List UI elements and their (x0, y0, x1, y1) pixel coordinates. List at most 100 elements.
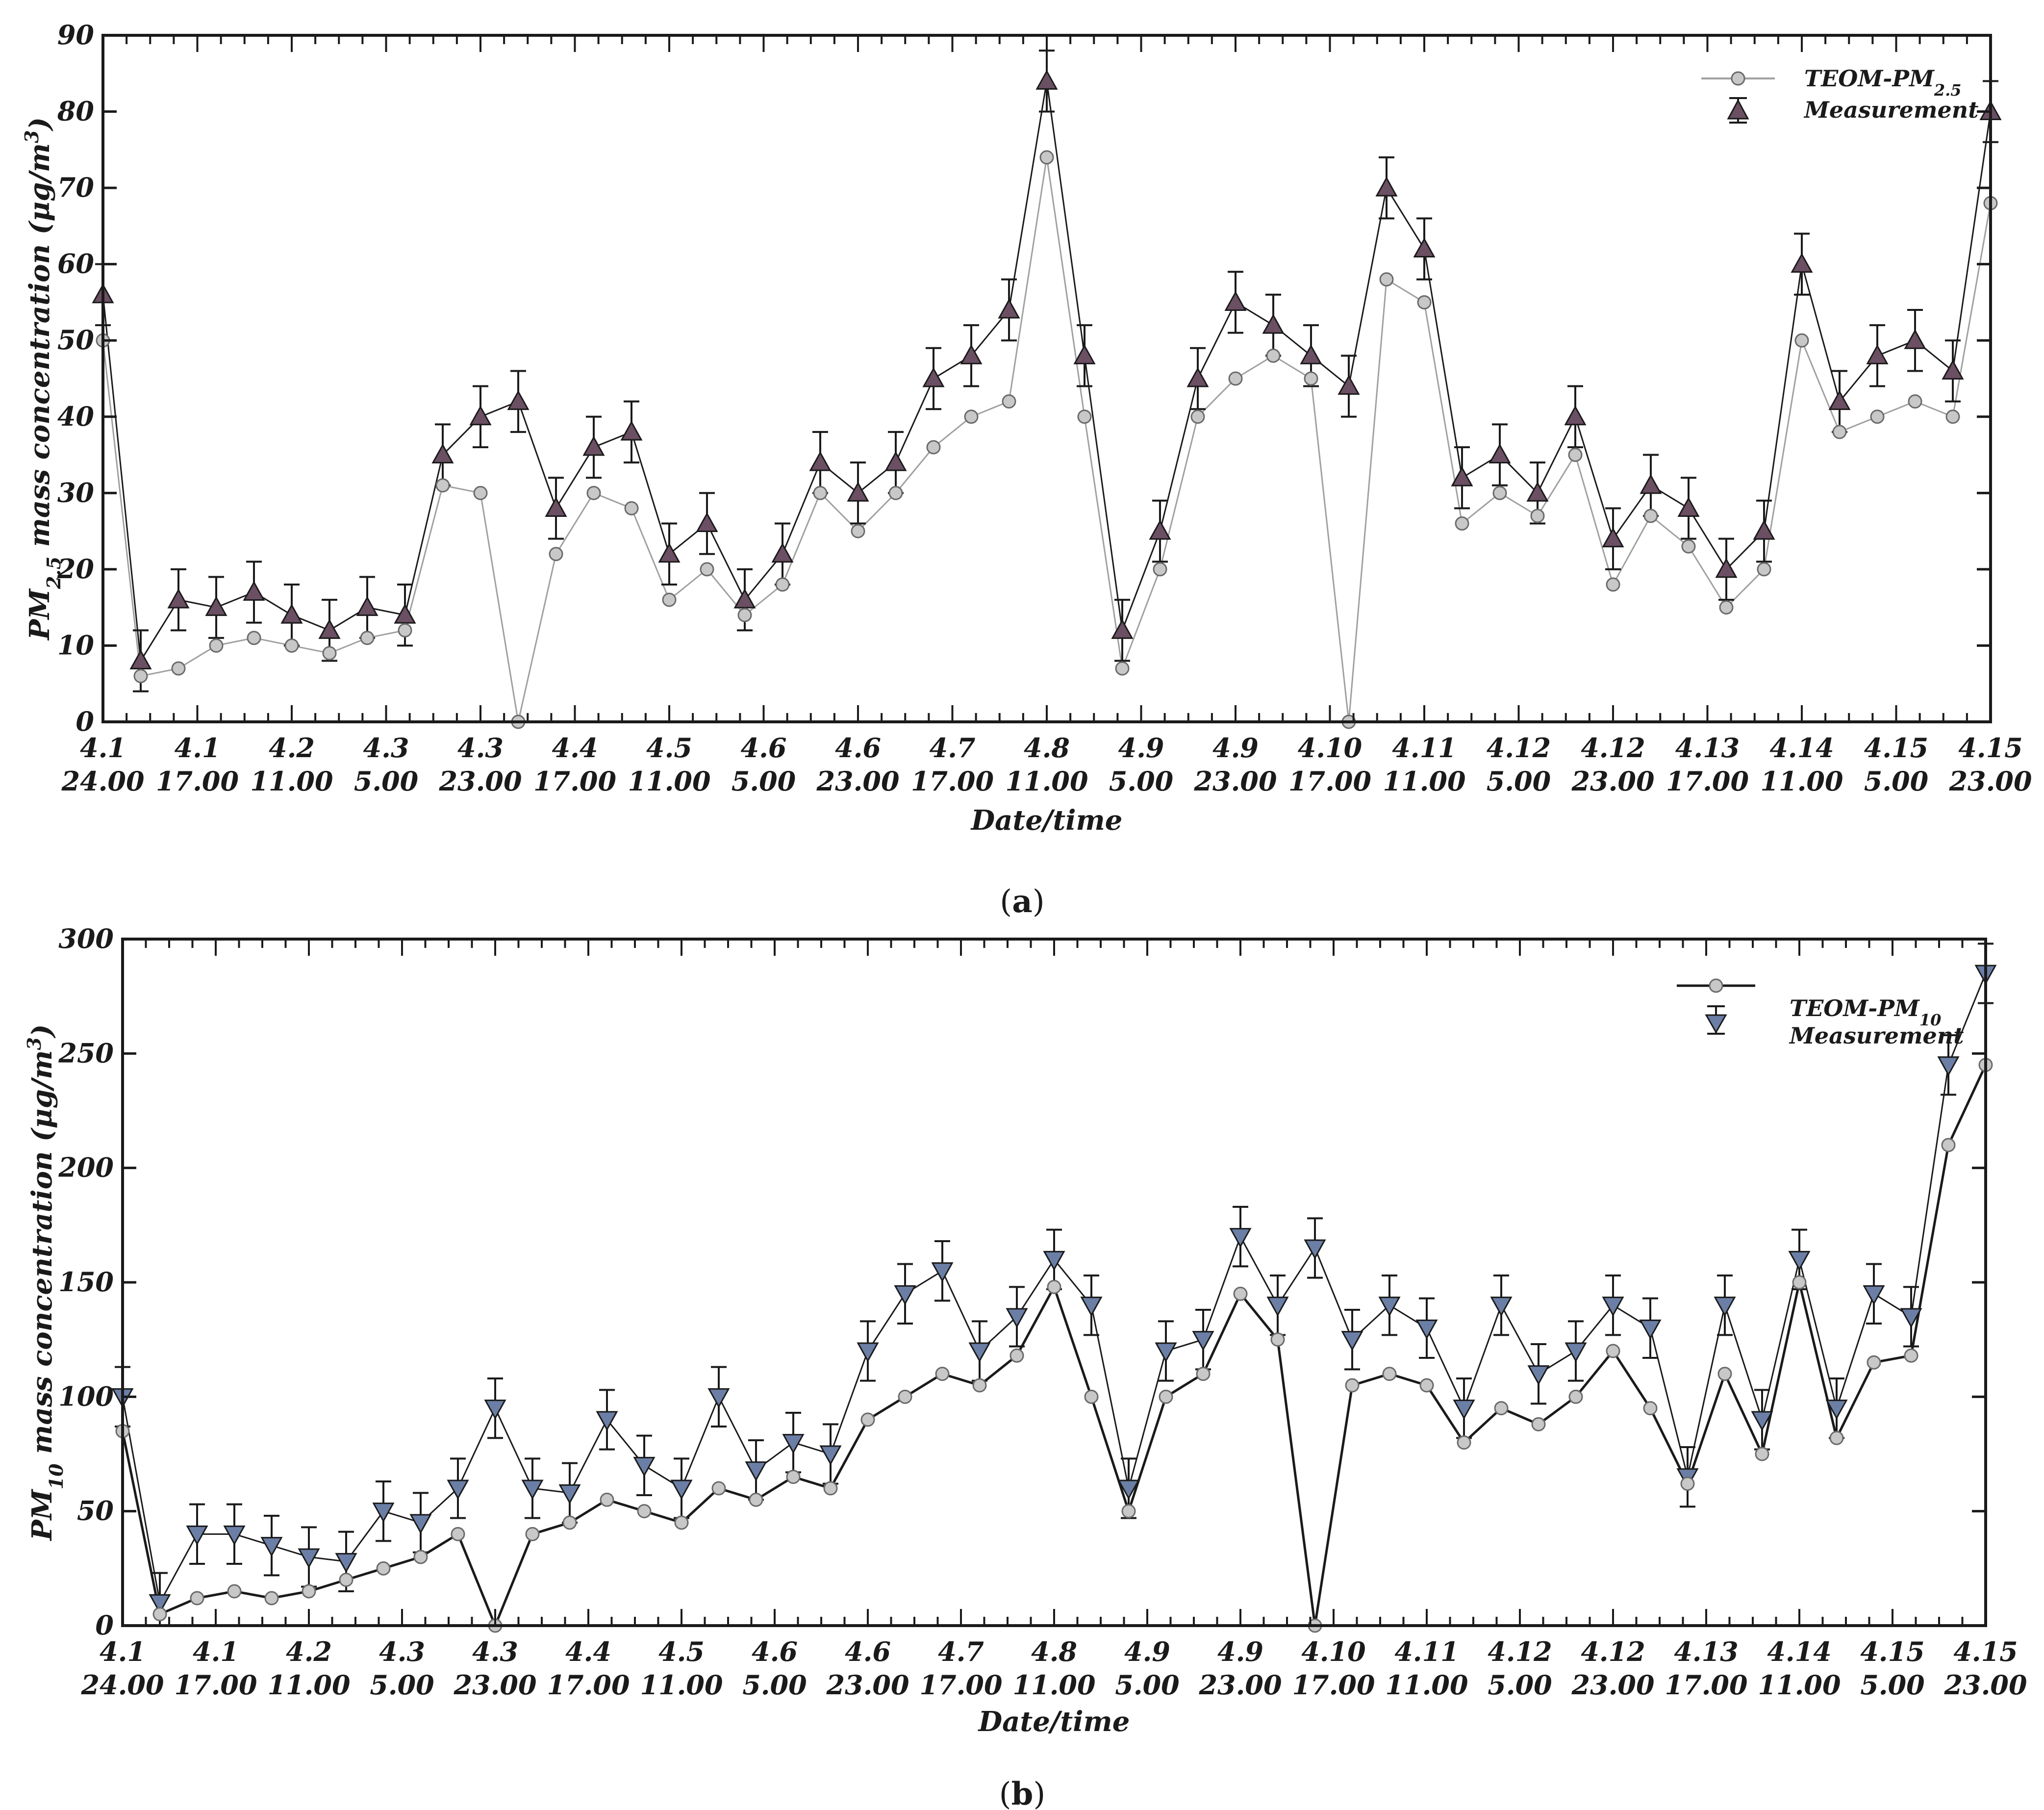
x-tick-label-date: 4.9 (1217, 1636, 1263, 1667)
x-tick-label-time: 11.00 (267, 1669, 350, 1701)
y-tick-label: 0 (95, 1609, 114, 1641)
x-tick-label-date: 4.15 (1860, 1636, 1925, 1667)
measurement-point (620, 420, 643, 441)
measurement-point (696, 512, 718, 533)
x-tick-label-date: 4.12 (1581, 732, 1645, 764)
teom-series-line (121, 1064, 1987, 1629)
measurement-point (670, 1479, 693, 1500)
teom-point (171, 661, 186, 676)
y-tick-label: 20 (57, 553, 94, 585)
measurement-point (186, 1525, 208, 1546)
x-tick-label-date: 4.10 (1301, 1636, 1366, 1667)
measurement-point (1073, 344, 1096, 364)
teom-point (926, 440, 941, 455)
x-tick-label-time: 23.00 (1571, 1669, 1654, 1701)
measurement-point (1304, 1239, 1326, 1260)
y-tick-label: 40 (57, 401, 94, 432)
x-tick-label-time: 5.00 (1860, 1669, 1925, 1701)
x-tick-label-time: 5.00 (1109, 765, 1174, 797)
teom-point (972, 1378, 987, 1393)
measurement-point (1866, 344, 1889, 364)
measurement-point (1565, 1342, 1587, 1363)
teom-point (1643, 509, 1658, 523)
x-tick-label-date: 4.2 (286, 1636, 332, 1667)
teom-point (1829, 1430, 1844, 1445)
x-tick-label-date: 4.3 (363, 732, 409, 764)
legend-label-measurement-b: Measurement (1789, 1022, 1964, 1049)
teom-point (360, 631, 375, 645)
y-tick-label: 10 (57, 629, 94, 661)
x-tick-label-time: 11.00 (1385, 1669, 1468, 1701)
measurement-point (847, 482, 869, 502)
teom-point (860, 1412, 875, 1427)
measurement-point (1149, 520, 1171, 540)
teom-point (339, 1573, 353, 1587)
y-tick-label: 0 (76, 706, 94, 737)
teom-point (1606, 577, 1620, 592)
x-tick-label-time: 23.00 (453, 1669, 536, 1701)
teom-point (562, 1515, 577, 1530)
teom-point (1077, 409, 1092, 424)
measurement-point (1863, 1285, 1885, 1305)
teom-point (749, 1492, 763, 1507)
x-tick-label-date: 4.13 (1675, 732, 1740, 764)
measurement-point (582, 435, 605, 456)
x-tick-label-time: 17.00 (174, 1669, 257, 1701)
teom-point (1190, 409, 1205, 424)
teom-point (700, 562, 714, 577)
teom-point (302, 1584, 316, 1599)
x-tick-label-date: 4.8 (1031, 1636, 1077, 1667)
y-tick-label: 50 (77, 1495, 114, 1527)
teom-point (1492, 485, 1507, 500)
measurement-point (1639, 1319, 1662, 1340)
panel-label-a: (a) (1000, 883, 1044, 920)
x-tick-label-date: 4.9 (1212, 732, 1259, 764)
x-tick-label-time: 23.00 (1198, 1669, 1282, 1701)
plot-area-b (111, 943, 1997, 1633)
measurement-point (782, 1434, 805, 1454)
teom-point (1568, 1389, 1583, 1404)
legend-label-teom-b: TEOM-PM10 (1790, 995, 1941, 1029)
x-tick-label-date: 4.9 (1124, 1636, 1170, 1667)
measurement-point (129, 649, 152, 670)
x-tick-label-date: 4.11 (1392, 732, 1457, 764)
x-tick-label-date: 4.3 (457, 732, 504, 764)
measurement-point (1490, 1297, 1513, 1317)
y-tick-label: 70 (57, 172, 94, 203)
plot-area-a (92, 50, 2002, 729)
x-tick-label-time: 23.00 (1943, 1669, 2027, 1701)
measurement-point (1111, 619, 1134, 639)
x-tick-label-date: 4.1 (100, 1636, 146, 1667)
measurement-point (1602, 1297, 1624, 1317)
measurement-point (968, 1342, 991, 1363)
teom-point (935, 1367, 950, 1381)
x-tick-label-date: 4.12 (1488, 1636, 1552, 1667)
measurement-point (1035, 70, 1058, 90)
teom-point (1531, 1417, 1546, 1431)
x-tick-label-date: 4.12 (1487, 732, 1551, 764)
x-tick-label-time: 23.00 (1948, 765, 2032, 797)
teom-point (1228, 371, 1243, 386)
legend-label-measurement-a: Measurement (1803, 97, 1978, 123)
measurement-point (1300, 344, 1322, 364)
teom-point (1270, 1332, 1285, 1347)
teom-point (1047, 1279, 1061, 1294)
measurement-point (1489, 443, 1511, 464)
y-tick-label: 50 (57, 324, 94, 356)
measurement-point (658, 542, 681, 563)
x-tick-label-date: 4.13 (1674, 1636, 1739, 1667)
measurement-point (1117, 1479, 1140, 1500)
measurement-point (335, 1553, 357, 1573)
teom-point (1002, 394, 1016, 409)
measurement-point (707, 1388, 730, 1408)
measurement-point (733, 588, 756, 609)
measurement-point (1942, 359, 1964, 380)
teom-point (1941, 1138, 1956, 1152)
x-tick-label-time: 24.00 (61, 765, 144, 797)
x-tick-label-time: 17.00 (547, 1669, 630, 1701)
measurement-point (372, 1503, 395, 1523)
measurement-point (857, 1342, 879, 1363)
measurement-point (545, 497, 567, 517)
measurement-point (1375, 177, 1398, 197)
